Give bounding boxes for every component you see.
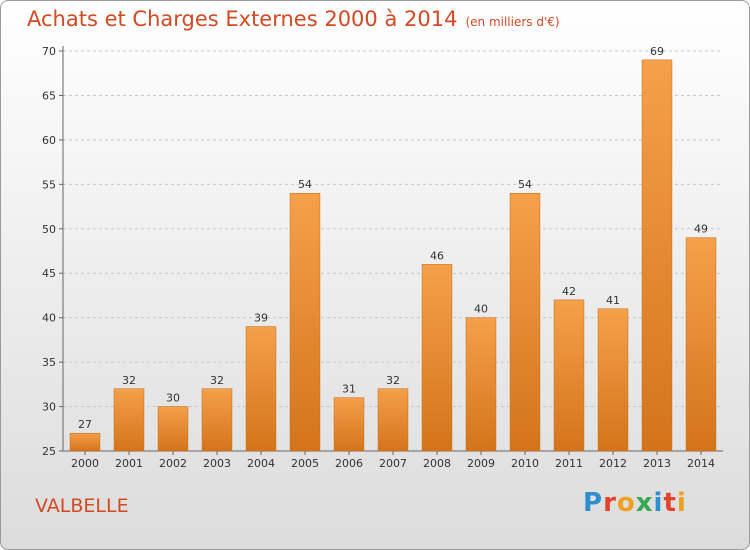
bar <box>685 237 717 452</box>
x-tick-label: 2014 <box>687 457 715 470</box>
x-tick-label: 2004 <box>247 457 275 470</box>
data-label: 49 <box>694 223 708 236</box>
bar <box>641 59 673 452</box>
x-tick-label: 2012 <box>599 457 627 470</box>
data-label: 32 <box>210 374 224 387</box>
y-tick-label: 65 <box>42 89 56 102</box>
chart-title: Achats et Charges Externes 2000 à 2014 (e… <box>27 7 560 31</box>
x-tick-label: 2001 <box>115 457 143 470</box>
data-label: 42 <box>562 285 576 298</box>
data-label: 31 <box>342 383 356 396</box>
data-label: 41 <box>606 294 620 307</box>
data-label: 54 <box>518 178 532 191</box>
x-tick-label: 2005 <box>291 457 319 470</box>
x-tick-label: 2008 <box>423 457 451 470</box>
bar <box>113 388 145 452</box>
y-tick-label: 60 <box>42 134 56 147</box>
y-tick-label: 35 <box>42 356 56 369</box>
data-label: 30 <box>166 392 180 405</box>
x-tick-label: 2010 <box>511 457 539 470</box>
bar <box>465 317 497 452</box>
bar <box>509 192 541 452</box>
x-tick-label: 2011 <box>555 457 583 470</box>
data-label: 32 <box>386 374 400 387</box>
logo-letter: o <box>616 488 636 518</box>
logo-letter: x <box>635 488 654 518</box>
data-label: 32 <box>122 374 136 387</box>
x-tick-label: 2013 <box>643 457 671 470</box>
y-tick-label: 30 <box>42 401 56 414</box>
x-tick-label: 2000 <box>71 457 99 470</box>
x-tick-label: 2002 <box>159 457 187 470</box>
bar <box>157 406 189 452</box>
y-tick-label: 55 <box>42 178 56 191</box>
logo-letter: i <box>653 488 664 518</box>
bar <box>377 388 409 452</box>
data-label: 69 <box>650 45 664 58</box>
x-tick-label: 2007 <box>379 457 407 470</box>
y-tick-label: 50 <box>42 223 56 236</box>
proxiti-logo: Proxiti <box>583 488 687 518</box>
x-tick-label: 2006 <box>335 457 363 470</box>
logo-letter: r <box>603 488 617 518</box>
bar <box>201 388 233 452</box>
bar <box>289 192 321 452</box>
x-tick-label: 2003 <box>203 457 231 470</box>
data-label: 54 <box>298 178 312 191</box>
data-label: 40 <box>474 303 488 316</box>
chart-title-text: Achats et Charges Externes 2000 à 2014 <box>27 7 458 31</box>
y-tick-label: 45 <box>42 267 56 280</box>
data-label: 39 <box>254 312 268 325</box>
x-tick-label: 2009 <box>467 457 495 470</box>
chart-unit: (en milliers d'€) <box>465 15 560 29</box>
logo-letter: t <box>663 488 677 518</box>
bar <box>421 264 453 452</box>
y-tick-label: 40 <box>42 312 56 325</box>
bar <box>69 432 101 452</box>
bar <box>553 299 585 452</box>
bar <box>245 326 277 452</box>
bar <box>597 308 629 452</box>
y-tick-label: 25 <box>42 445 56 458</box>
commune-name: VALBELLE <box>35 495 129 517</box>
logo-letter: i <box>676 488 687 518</box>
y-tick-label: 70 <box>42 45 56 58</box>
bar <box>333 397 365 452</box>
data-label: 46 <box>430 249 444 262</box>
logo-letter: P <box>583 488 604 518</box>
data-label: 27 <box>78 418 92 431</box>
